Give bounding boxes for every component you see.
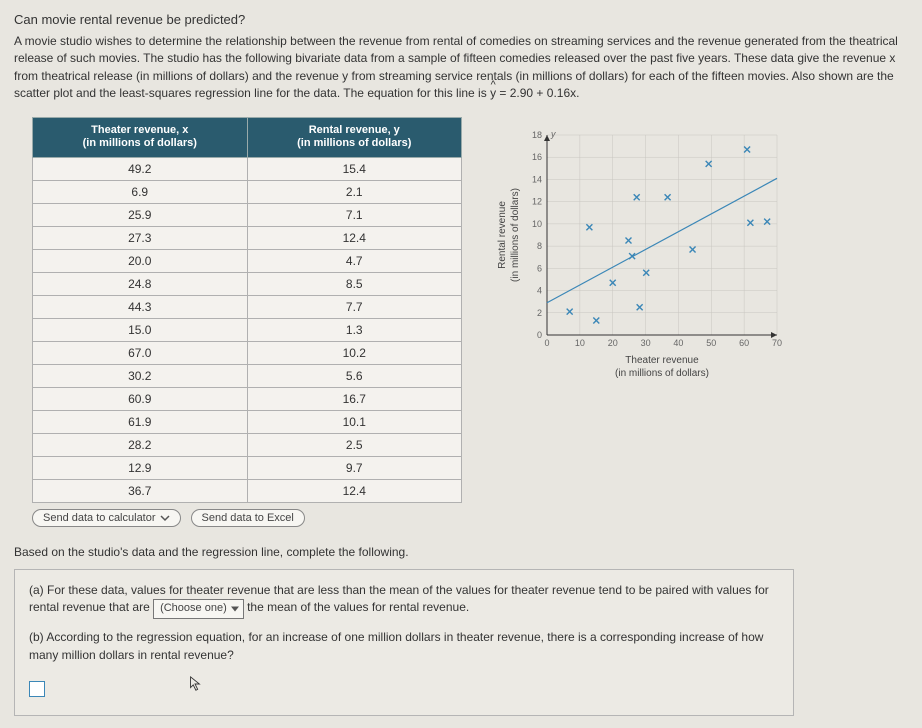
cell-y: 12.4 [247, 480, 462, 503]
choose-one-select[interactable]: (Choose one) [153, 599, 244, 619]
table-row: 44.37.7 [33, 296, 462, 319]
cell-x: 25.9 [33, 204, 248, 227]
svg-text:Rental revenue: Rental revenue [497, 200, 508, 268]
question-b: (b) According to the regression equation… [29, 629, 779, 664]
calc-label: Send data to calculator [43, 512, 156, 524]
col2-line1: Rental revenue, y [309, 124, 400, 136]
cell-x: 44.3 [33, 296, 248, 319]
qa-text-2: the mean of the values for rental revenu… [247, 600, 469, 614]
cell-x: 30.2 [33, 365, 248, 388]
cell-x: 20.0 [33, 250, 248, 273]
cell-y: 5.6 [247, 365, 462, 388]
svg-text:10: 10 [532, 218, 542, 228]
svg-text:20: 20 [608, 338, 618, 348]
col1-line2: (in millions of dollars) [83, 137, 197, 149]
scatter-chart: 0 10 20 30 40 50 60 70 0 2 4 6 8 10 12 14 16 18 y Theater r… [492, 125, 792, 395]
cell-y: 8.5 [247, 273, 462, 296]
table-row: 6.92.1 [33, 181, 462, 204]
svg-text:14: 14 [532, 174, 542, 184]
cursor-icon [188, 676, 202, 695]
svg-text:2: 2 [537, 307, 542, 317]
svg-text:0: 0 [544, 338, 549, 348]
cell-x: 15.0 [33, 319, 248, 342]
cell-y: 7.1 [247, 204, 462, 227]
table-row: 60.916.7 [33, 388, 462, 411]
cell-x: 36.7 [33, 480, 248, 503]
cell-y: 2.1 [247, 181, 462, 204]
cell-y: 2.5 [247, 434, 462, 457]
svg-text:12: 12 [532, 196, 542, 206]
intro-text: A movie studio wishes to determine the r… [14, 34, 898, 100]
table-row: 24.88.5 [33, 273, 462, 296]
svg-text:Theater revenue: Theater revenue [625, 355, 699, 366]
cell-y: 9.7 [247, 457, 462, 480]
cell-y: 1.3 [247, 319, 462, 342]
cell-y: 16.7 [247, 388, 462, 411]
cell-x: 67.0 [33, 342, 248, 365]
table-container: Theater revenue, x (in millions of dolla… [14, 117, 462, 540]
col-header-y: Rental revenue, y (in millions of dollar… [247, 117, 462, 158]
cell-y: 15.4 [247, 158, 462, 181]
col2-line2: (in millions of dollars) [297, 137, 411, 149]
table-row: 36.712.4 [33, 480, 462, 503]
cell-y: 10.2 [247, 342, 462, 365]
col1-line1: Theater revenue, x [91, 124, 188, 136]
cell-x: 28.2 [33, 434, 248, 457]
svg-text:18: 18 [532, 130, 542, 140]
svg-text:4: 4 [537, 285, 542, 295]
table-row: 30.25.6 [33, 365, 462, 388]
cell-x: 12.9 [33, 457, 248, 480]
chevron-down-icon [160, 513, 170, 523]
cell-x: 6.9 [33, 181, 248, 204]
excel-label: Send data to Excel [202, 512, 294, 524]
col-header-x: Theater revenue, x (in millions of dolla… [33, 117, 248, 158]
table-row: 49.215.4 [33, 158, 462, 181]
send-to-excel-button[interactable]: Send data to Excel [191, 509, 305, 527]
svg-text:10: 10 [575, 338, 585, 348]
svg-text:70: 70 [772, 338, 782, 348]
svg-text:16: 16 [532, 152, 542, 162]
svg-text:40: 40 [673, 338, 683, 348]
table-row: 12.99.7 [33, 457, 462, 480]
table-row: 15.01.3 [33, 319, 462, 342]
svg-text:(in millions of dollars): (in millions of dollars) [510, 188, 521, 282]
svg-text:30: 30 [641, 338, 651, 348]
cell-x: 60.9 [33, 388, 248, 411]
cell-y: 4.7 [247, 250, 462, 273]
cell-x: 27.3 [33, 227, 248, 250]
table-row: 20.04.7 [33, 250, 462, 273]
table-row: 67.010.2 [33, 342, 462, 365]
svg-text:y: y [550, 129, 556, 139]
svg-text:8: 8 [537, 241, 542, 251]
svg-text:(in millions of dollars): (in millions of dollars) [615, 368, 709, 379]
question-box: (a) For these data, values for theater r… [14, 569, 794, 716]
page-title: Can movie rental revenue be predicted? [14, 12, 908, 27]
svg-text:0: 0 [537, 330, 542, 340]
cell-y: 12.4 [247, 227, 462, 250]
table-row: 61.910.1 [33, 411, 462, 434]
send-to-calculator-button[interactable]: Send data to calculator [32, 509, 181, 527]
svg-text:60: 60 [739, 338, 749, 348]
answer-input-b[interactable] [29, 681, 45, 697]
equation-tail: = 2.90 + 0.16x. [496, 86, 579, 100]
cell-y: 10.1 [247, 411, 462, 434]
regression-equation: y [490, 85, 496, 102]
table-row: 27.312.4 [33, 227, 462, 250]
data-table: Theater revenue, x (in millions of dolla… [32, 117, 462, 504]
table-row: 25.97.1 [33, 204, 462, 227]
svg-text:50: 50 [706, 338, 716, 348]
followup-prompt: Based on the studio's data and the regre… [14, 545, 908, 559]
intro-paragraph: A movie studio wishes to determine the r… [14, 33, 908, 103]
question-a: (a) For these data, values for theater r… [29, 582, 779, 619]
cell-x: 24.8 [33, 273, 248, 296]
cell-y: 7.7 [247, 296, 462, 319]
cell-x: 61.9 [33, 411, 248, 434]
svg-text:6: 6 [537, 263, 542, 273]
cell-x: 49.2 [33, 158, 248, 181]
table-row: 28.22.5 [33, 434, 462, 457]
